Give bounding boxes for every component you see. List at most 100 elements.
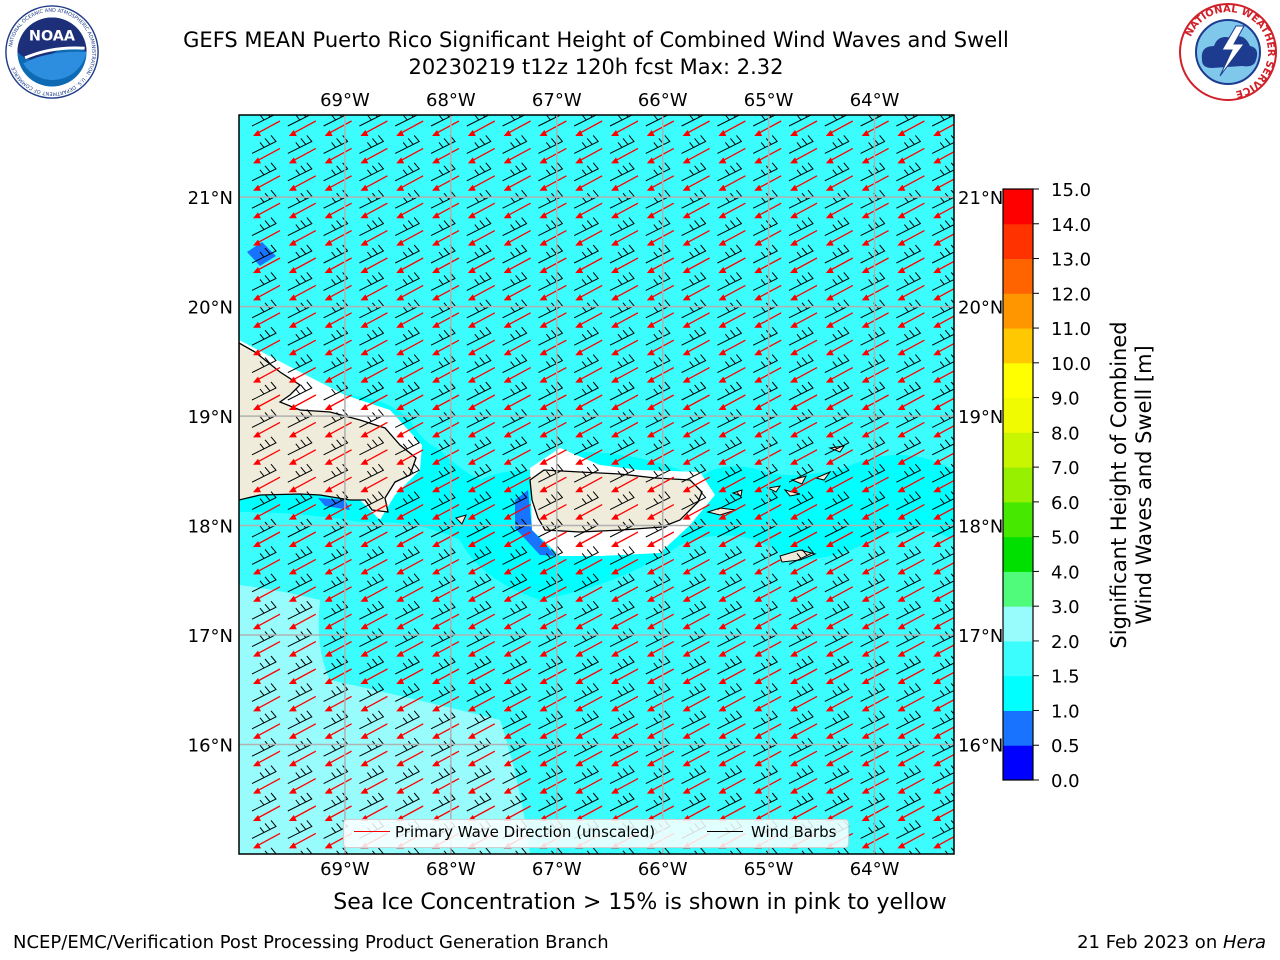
wind-barb: [824, 683, 850, 702]
lat-label-left: 18°N: [188, 517, 233, 538]
wave-arrow: [432, 339, 460, 356]
wind-barb: [251, 573, 277, 593]
lat-label-right: 18°N: [958, 517, 1003, 538]
wind-barb: [394, 135, 420, 154]
wind-barb: [609, 354, 635, 374]
wave-arrow: [790, 339, 818, 356]
wave-arrow: [575, 723, 603, 739]
wave-arrow: [360, 367, 388, 383]
lon-label-top: 64°W: [850, 90, 900, 111]
wave-arrow: [360, 449, 388, 465]
map-frame: [238, 114, 955, 855]
lat-label-right: 16°N: [958, 736, 1003, 757]
wind-barb: [466, 272, 492, 291]
wave-arrow: [503, 120, 531, 136]
wave-arrow: [611, 504, 639, 520]
wave-arrow: [396, 394, 424, 410]
wave-arrow: [790, 175, 818, 191]
wind-barb: [287, 710, 313, 730]
wave-arrow: [324, 695, 352, 712]
wind-barb: [609, 600, 635, 620]
nws-logo: NATIONAL WEATHER SERVICE: [1179, 3, 1277, 101]
wind-barb: [394, 272, 420, 291]
wave-arrow: [646, 449, 675, 465]
wind-barb: [788, 792, 814, 812]
wind-barb: [681, 217, 707, 237]
colorbar-label-line1: Significant Height of Combined: [1107, 321, 1131, 648]
wave-arrow: [396, 668, 424, 684]
wave-arrow: [861, 641, 889, 657]
wave-arrow: [324, 367, 352, 383]
wave-arrow: [253, 339, 281, 356]
wave-arrow: [432, 147, 460, 164]
wave-arrow: [718, 750, 746, 767]
wind-barb: [788, 573, 814, 593]
wind-barb: [502, 546, 528, 565]
wave-height-band-2.0-3.0: [239, 585, 530, 854]
wind-barb: [466, 710, 492, 730]
wave-arrow: [503, 257, 531, 273]
wind-barb: [896, 162, 922, 182]
colorbar-segment: [1003, 675, 1033, 711]
footer-date-text: 21 Feb 2023 on: [1077, 932, 1223, 953]
land-hispaniola: [239, 342, 417, 513]
wave-arrow: [503, 421, 531, 438]
wind-barb: [609, 710, 635, 730]
wind-barb: [931, 135, 954, 154]
wave-height-band-0.5-1.0-b: [515, 490, 556, 556]
wind-barb: [287, 463, 313, 483]
wind-barb: [788, 189, 814, 209]
wave-arrow: [646, 147, 675, 164]
legend-barb-swatch: [707, 831, 743, 832]
wave-arrow: [253, 668, 281, 684]
wave-arrow: [360, 695, 388, 712]
wind-barb: [824, 162, 850, 182]
wind-barb: [896, 135, 922, 154]
wave-arrow: [861, 613, 889, 630]
wind-barb: [538, 381, 564, 401]
wind-barb: [502, 381, 528, 401]
wind-barb: [752, 115, 777, 127]
wind-barb: [394, 326, 420, 346]
wave-arrow: [539, 449, 567, 465]
wave-arrow: [360, 312, 388, 328]
wave-arrow: [861, 257, 889, 273]
wind-barb: [931, 463, 954, 483]
wave-arrow: [718, 257, 746, 273]
wind-barb: [251, 326, 277, 346]
wind-barb: [788, 463, 814, 483]
wave-arrow: [646, 120, 675, 136]
wave-arrow: [825, 339, 854, 356]
wave-arrow: [790, 778, 818, 794]
wind-barb: [681, 381, 707, 401]
wind-barb: [931, 115, 954, 127]
wave-arrow: [611, 531, 639, 547]
wave-arrow: [288, 202, 317, 219]
wave-arrow: [933, 753, 954, 767]
colorbar-tick-label: 11.0: [1051, 319, 1091, 340]
wave-arrow: [396, 421, 424, 438]
wind-barb: [251, 354, 277, 374]
wave-arrow: [288, 120, 317, 136]
wind-barb: [251, 244, 277, 264]
wind-barb: [502, 299, 528, 319]
wave-arrow: [825, 695, 854, 712]
wind-barb: [359, 710, 385, 730]
wind-barb: [538, 272, 564, 291]
wave-arrow: [646, 175, 675, 191]
wave-arrow: [324, 476, 352, 493]
colorbar-segment: [1003, 189, 1033, 225]
wave-arrow: [396, 558, 424, 575]
wave-arrow: [324, 668, 352, 684]
wind-barb: [931, 162, 954, 182]
wind-barb: [430, 600, 456, 620]
wave-arrow: [682, 778, 710, 794]
lon-label-top: 66°W: [638, 90, 688, 111]
wind-barb: [538, 600, 564, 620]
wind-barb: [538, 189, 564, 209]
wind-barb: [681, 354, 707, 374]
wave-arrow: [861, 558, 889, 575]
wind-barb: [931, 244, 954, 264]
wave-arrow: [575, 586, 603, 602]
wave-arrow: [288, 230, 317, 246]
